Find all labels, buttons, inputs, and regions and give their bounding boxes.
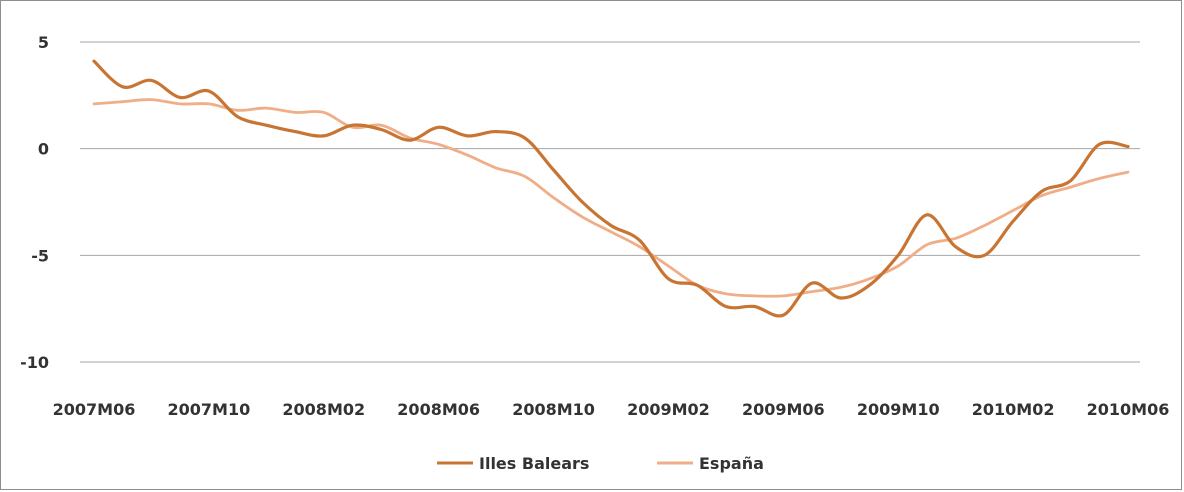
y-axis-tick-labels: 5 0 -5 -10 <box>20 33 49 372</box>
series-lines <box>92 59 1130 318</box>
x-tick-label: 2008M02 <box>282 400 365 419</box>
x-tick-label: 2008M10 <box>512 400 595 419</box>
x-tick-label: 2008M06 <box>397 400 480 419</box>
y-tick-label: -5 <box>31 246 49 265</box>
x-tick-label: 2007M10 <box>168 400 251 419</box>
series-line-espana <box>92 98 1130 298</box>
legend-label-espana: España <box>699 454 764 473</box>
x-axis-tick-labels: 2007M06 2007M10 2008M02 2008M06 2008M10 2009M… <box>53 400 1170 419</box>
x-tick-label: 2010M06 <box>1087 400 1170 419</box>
gridlines <box>80 41 1140 363</box>
x-tick-label: 2009M06 <box>742 400 825 419</box>
x-tick-label: 2010M02 <box>972 400 1055 419</box>
series-line-illes-balears <box>92 59 1130 318</box>
y-tick-label: -10 <box>20 353 49 372</box>
y-tick-label: 5 <box>38 33 49 52</box>
x-tick-label: 2007M06 <box>53 400 136 419</box>
x-tick-label: 2009M02 <box>627 400 710 419</box>
legend: Illes Balears España <box>437 454 764 473</box>
y-tick-label: 0 <box>38 140 49 159</box>
legend-label-illes-balears: Illes Balears <box>479 454 589 473</box>
x-tick-label: 2009M10 <box>857 400 940 419</box>
